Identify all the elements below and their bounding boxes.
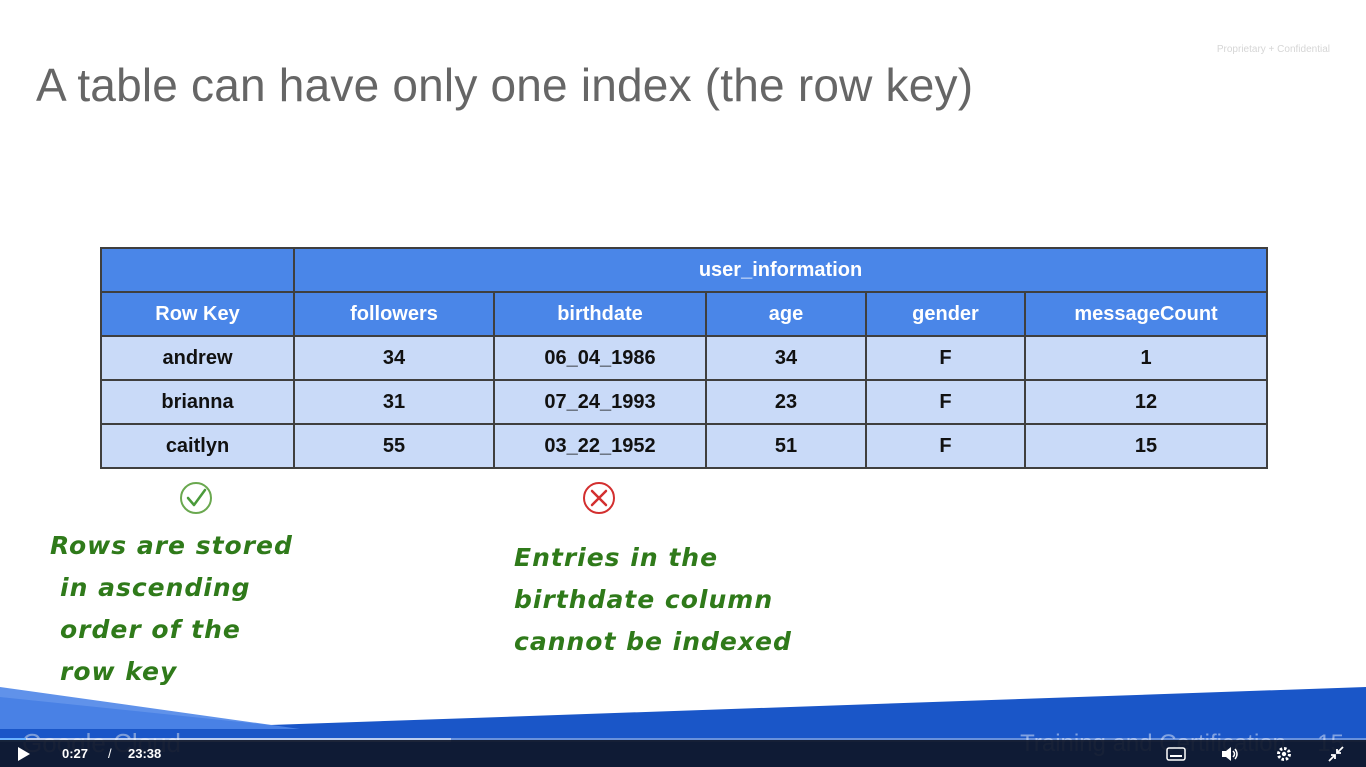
table-cell: 34 <box>293 335 495 381</box>
note-row-key: Rows are stored in ascending order of th… <box>50 525 293 693</box>
settings-button[interactable] <box>1275 740 1293 767</box>
column-header-age: age <box>705 291 867 337</box>
table-cell: 31 <box>293 379 495 425</box>
note-line: cannot be indexed <box>514 627 792 656</box>
table-cell: 07_24_1993 <box>493 379 707 425</box>
note-birthdate: Entries in the birthdate column cannot b… <box>514 537 792 663</box>
table-cell: 12 <box>1023 379 1269 425</box>
table-cell: caitlyn <box>100 423 295 469</box>
slide-title: A table can have only one index (the row… <box>36 59 974 111</box>
data-table: user_information Row Key followers birth… <box>100 247 1269 469</box>
current-time: 0:27 <box>62 746 89 761</box>
table-cell: 23 <box>705 379 867 425</box>
note-line: in ascending <box>60 573 251 602</box>
settings-icon <box>1277 746 1291 761</box>
table-cell: 34 <box>705 335 867 381</box>
note-line: birthdate column <box>514 585 774 614</box>
table-cell: 06_04_1986 <box>493 335 707 381</box>
column-header-gender: gender <box>865 291 1026 337</box>
table-cell: andrew <box>100 335 295 381</box>
table-corner-cell <box>100 247 295 293</box>
table-cell: 51 <box>705 423 867 469</box>
column-header-row-key: Row Key <box>100 291 295 337</box>
duration: 23:38 <box>128 746 162 761</box>
note-line: Rows are stored <box>50 531 293 560</box>
captions-button[interactable] <box>1166 740 1186 767</box>
table-cell: F <box>865 335 1026 381</box>
note-line: Entries in the <box>514 543 719 572</box>
captions-icon <box>1166 746 1186 761</box>
play-button[interactable] <box>14 740 32 767</box>
table-cell: 1 <box>1023 335 1269 381</box>
table-cell: 55 <box>293 423 495 469</box>
volume-button[interactable] <box>1220 740 1240 767</box>
table-cell: 15 <box>1023 423 1269 469</box>
check-circle-icon <box>180 482 212 514</box>
exit-fullscreen-icon <box>1328 745 1344 762</box>
exit-fullscreen-button[interactable] <box>1327 740 1345 767</box>
column-header-followers: followers <box>293 291 495 337</box>
table-cell: 03_22_1952 <box>493 423 707 469</box>
time-separator: / <box>108 746 112 761</box>
column-header-birthdate: birthdate <box>493 291 707 337</box>
x-circle-icon <box>583 482 615 514</box>
volume-icon <box>1222 746 1238 761</box>
table-row: caitlyn 55 03_22_1952 51 F 15 <box>100 423 1269 469</box>
table-row: brianna 31 07_24_1993 23 F 12 <box>100 379 1269 425</box>
play-icon <box>18 746 30 761</box>
group-header: user_information <box>292 247 1269 293</box>
table-cell: F <box>865 379 1026 425</box>
confidential-label: Proprietary + Confidential <box>1216 44 1330 55</box>
table-cell: brianna <box>100 379 295 425</box>
column-header-message-count: messageCount <box>1023 291 1269 337</box>
table-cell: F <box>865 423 1026 469</box>
note-line: row key <box>60 657 178 686</box>
table-row: andrew 34 06_04_1986 34 F 1 <box>100 335 1269 381</box>
video-player-controls <box>0 740 1366 767</box>
note-line: order of the <box>60 615 241 644</box>
